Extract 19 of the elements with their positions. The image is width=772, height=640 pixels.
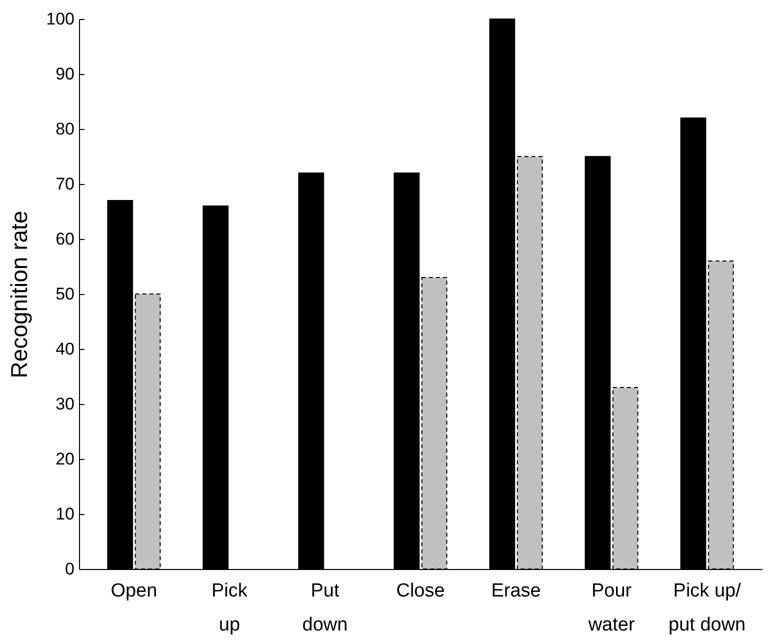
y-tick-label: 0: [65, 560, 74, 578]
x-tick-label: Pick up/ put down: [668, 580, 746, 636]
x-tick-label: Pour water: [587, 580, 636, 636]
x-tick-label: Close: [396, 580, 445, 602]
y-tick-label: 30: [56, 394, 74, 414]
y-tick-label: 90: [56, 64, 74, 84]
y-axis-title: Recognition rate: [6, 210, 32, 378]
y-tick-label: 10: [56, 504, 74, 524]
x-tick-label: Pick up: [212, 580, 248, 636]
x-tick-label: Put down: [302, 580, 348, 636]
y-tick-label: 40: [56, 340, 74, 358]
x-tick-label: Open: [110, 580, 158, 602]
y-tick-label: 20: [56, 450, 74, 468]
y-tick-label: 100: [46, 10, 74, 28]
y-tick-label: 70: [56, 174, 74, 194]
y-tick-label: 80: [56, 120, 74, 138]
y-tick-label: 50: [56, 284, 74, 304]
y-tick-label: 60: [56, 230, 74, 248]
x-tick-label: Erase: [491, 580, 541, 602]
